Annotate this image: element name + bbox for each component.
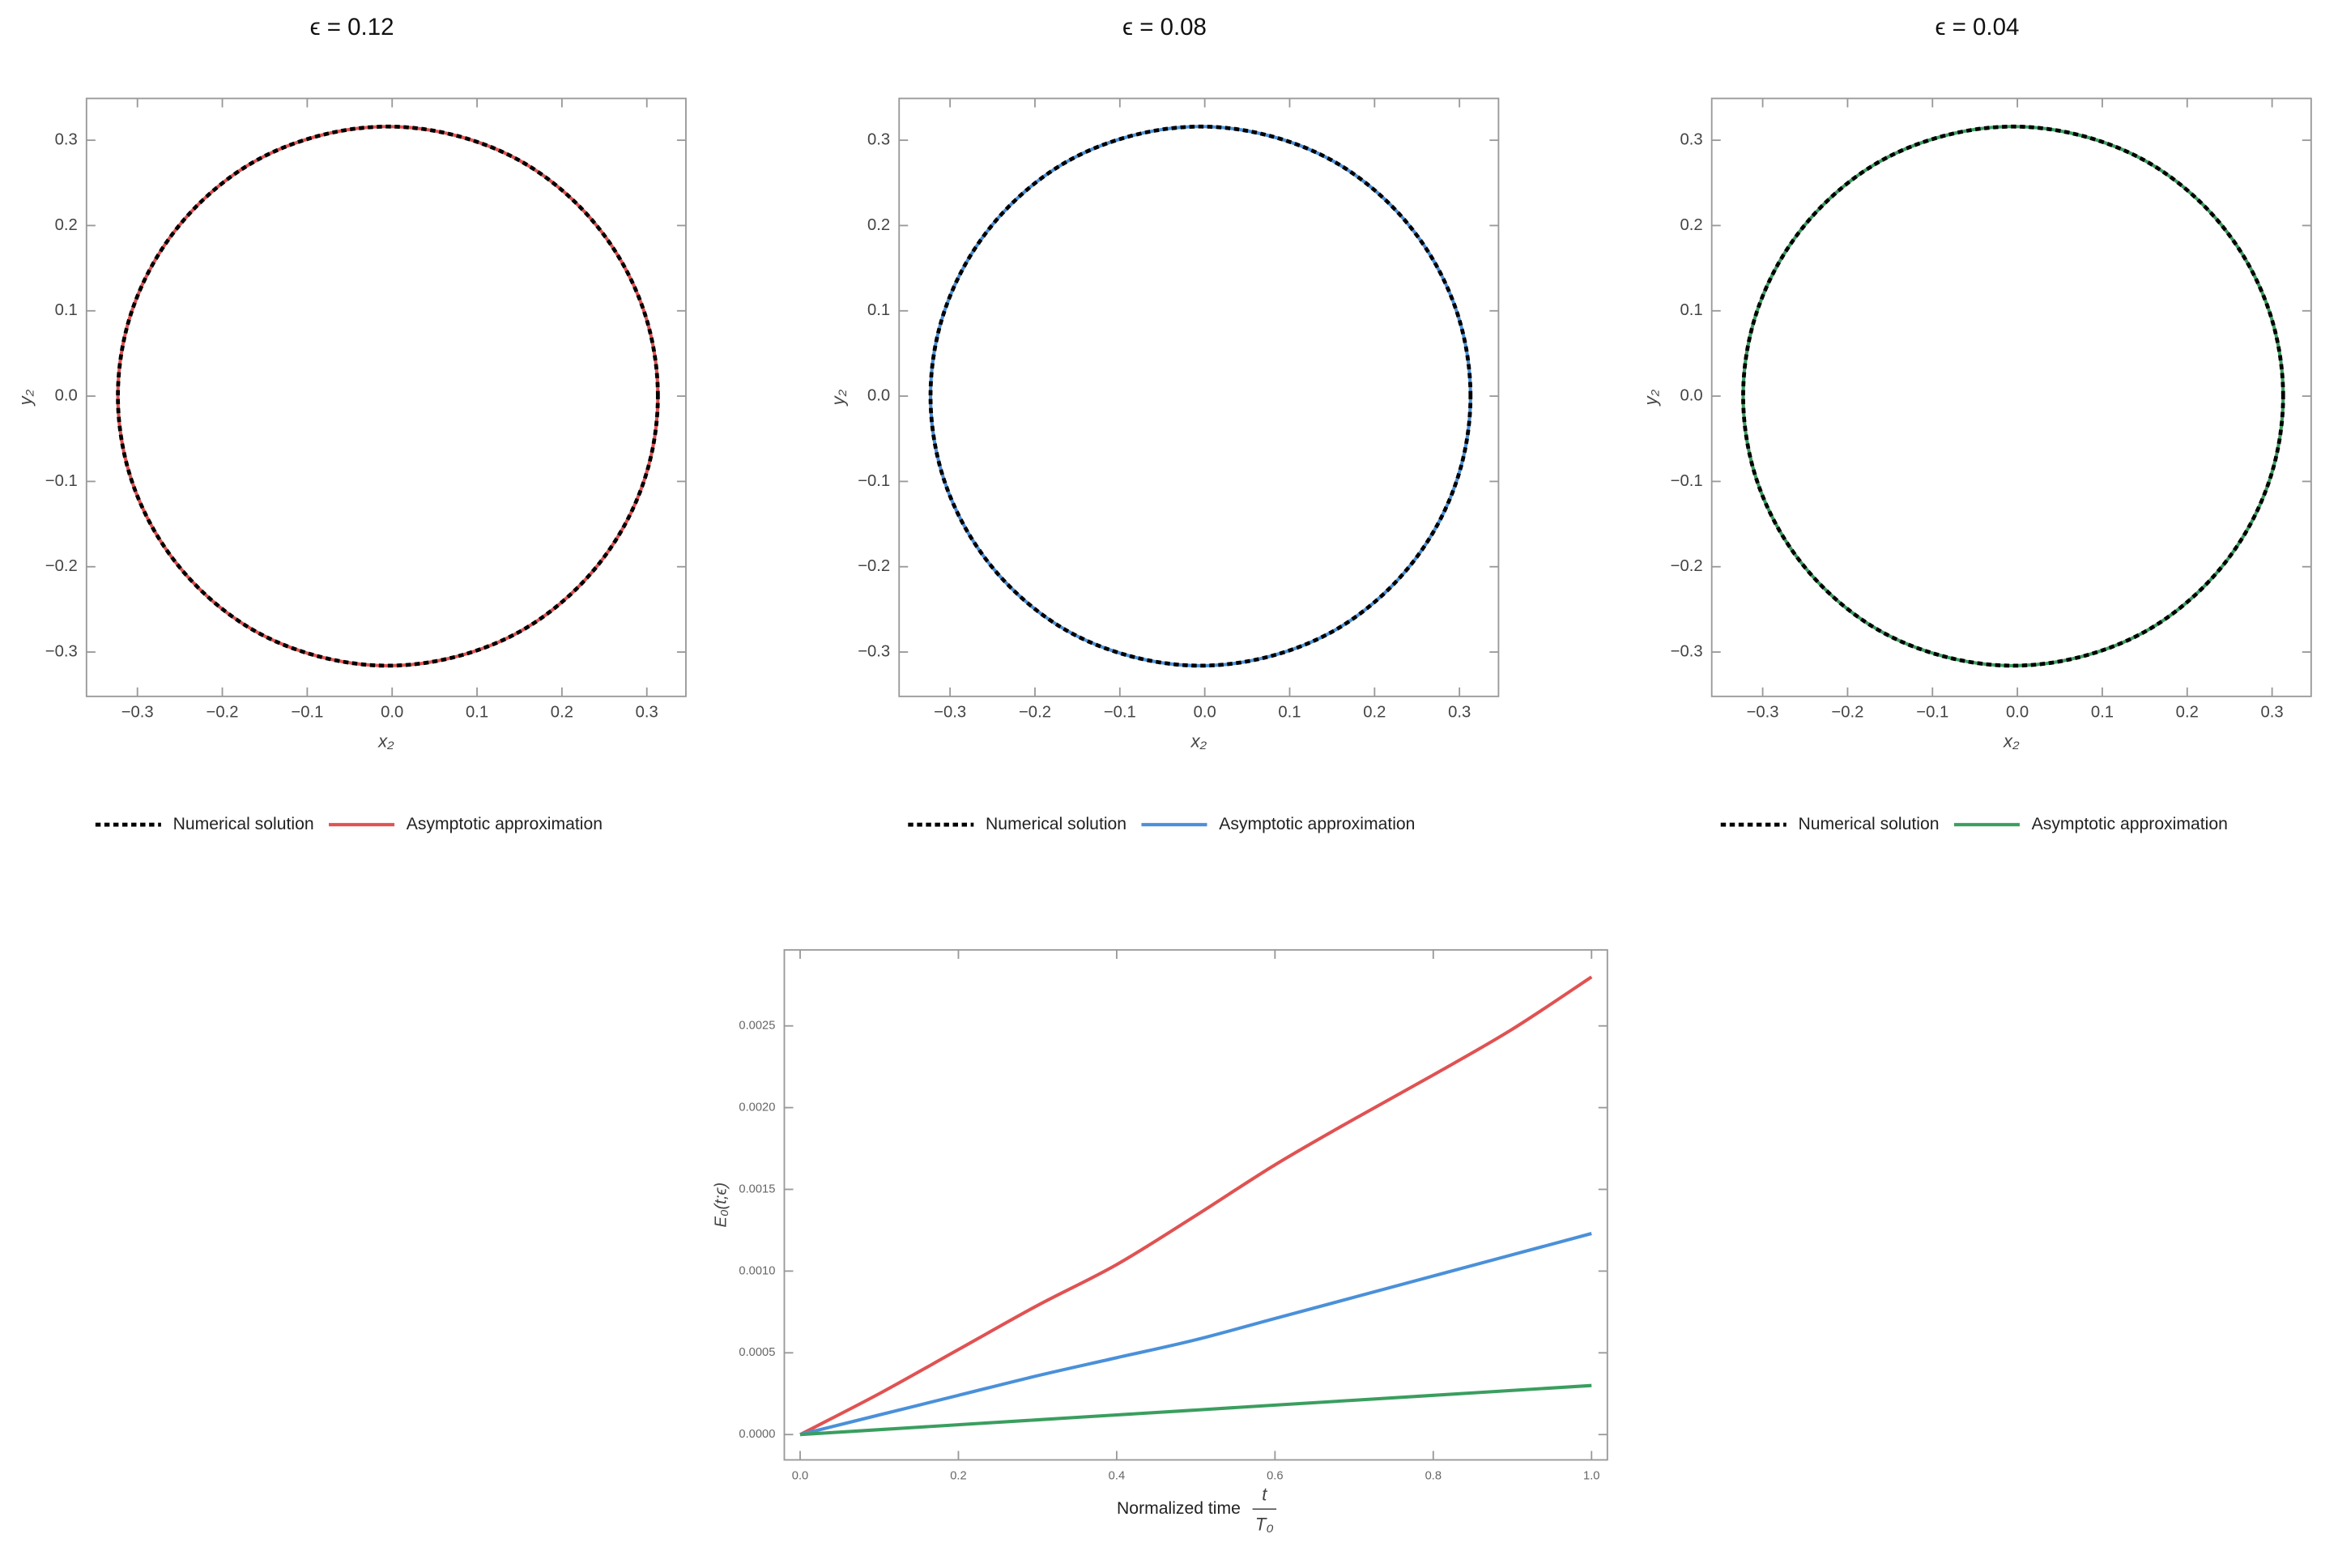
x-tick-label: 0.2 bbox=[1363, 703, 1386, 721]
x-axis-label-numerator: t bbox=[1262, 1485, 1267, 1505]
y-tick-label: −0.2 bbox=[1671, 557, 1703, 575]
x-tick-label: 0.2 bbox=[950, 1470, 966, 1483]
y-tick-label: −0.2 bbox=[45, 557, 78, 575]
series-line bbox=[116, 124, 660, 668]
x-tick-label: 0.3 bbox=[1448, 703, 1471, 721]
legend-label: Numerical solution bbox=[1798, 815, 1939, 833]
y-axis-label: y₂ bbox=[1641, 389, 1661, 407]
series-line bbox=[1741, 125, 2285, 667]
x-tick-label: 0.8 bbox=[1425, 1470, 1442, 1483]
y-tick-label: 0.0 bbox=[55, 386, 78, 404]
legend-label: Numerical solution bbox=[173, 815, 314, 833]
y-axis-label: y₂ bbox=[15, 389, 36, 407]
y-tick-label: 0.3 bbox=[1680, 130, 1702, 148]
chart-title: ϵ = 0.12 bbox=[310, 14, 394, 40]
x-tick-label: 0.0 bbox=[381, 703, 403, 721]
y-axis-label: E₀(t;ϵ) bbox=[712, 1182, 730, 1228]
y-tick-label: 0.3 bbox=[867, 130, 890, 148]
x-tick-label: −0.1 bbox=[1104, 703, 1136, 721]
y-tick-label: 0.2 bbox=[867, 216, 890, 234]
x-axis-label: x₂ bbox=[1190, 731, 1207, 752]
x-tick-label: −0.1 bbox=[291, 703, 323, 721]
y-tick-label: 0.0005 bbox=[739, 1346, 775, 1359]
x-tick-label: 0.0 bbox=[792, 1470, 808, 1483]
y-axis-label: y₂ bbox=[828, 389, 848, 407]
legend-label: Asymptotic approximation bbox=[407, 815, 603, 833]
y-tick-label: 0.0 bbox=[867, 386, 890, 404]
x-tick-label: 0.4 bbox=[1109, 1470, 1125, 1483]
series-line bbox=[1741, 124, 2285, 668]
y-tick-label: 0.0015 bbox=[739, 1182, 775, 1195]
y-tick-label: 0.0 bbox=[1680, 386, 1702, 404]
series-line bbox=[929, 125, 1472, 667]
x-tick-label: −0.2 bbox=[1831, 703, 1863, 721]
plot-frame bbox=[1710, 97, 2312, 697]
y-tick-label: −0.2 bbox=[858, 557, 890, 575]
y-tick-label: 0.1 bbox=[867, 301, 890, 319]
series-line bbox=[928, 124, 1473, 668]
x-tick-label: 0.2 bbox=[2176, 703, 2199, 721]
x-tick-label: −0.3 bbox=[121, 703, 154, 721]
y-tick-label: 0.2 bbox=[1680, 216, 1702, 234]
x-tick-label: 1.0 bbox=[1583, 1470, 1599, 1483]
x-tick-label: −0.3 bbox=[1747, 703, 1779, 721]
chart-title: ϵ = 0.04 bbox=[1935, 14, 2019, 40]
legend-label: Asymptotic approximation bbox=[2032, 815, 2228, 833]
series-line bbox=[799, 975, 1593, 1437]
y-tick-label: −0.3 bbox=[45, 642, 78, 660]
y-tick-label: −0.1 bbox=[45, 472, 78, 490]
x-tick-label: 0.6 bbox=[1267, 1470, 1283, 1483]
y-tick-label: −0.3 bbox=[858, 642, 890, 660]
y-tick-label: −0.1 bbox=[1671, 472, 1703, 490]
plot-frame bbox=[783, 948, 1608, 1461]
y-tick-label: 0.0000 bbox=[739, 1428, 775, 1441]
y-tick-label: −0.3 bbox=[1671, 642, 1703, 660]
y-tick-label: 0.1 bbox=[1680, 301, 1702, 319]
x-tick-label: −0.1 bbox=[1916, 703, 1948, 721]
plot-frame bbox=[898, 97, 1500, 697]
x-axis-label: x₂ bbox=[2003, 731, 2020, 752]
x-tick-label: 0.2 bbox=[551, 703, 573, 721]
legend-label: Asymptotic approximation bbox=[1219, 815, 1415, 833]
x-tick-label: 0.3 bbox=[636, 703, 658, 721]
y-tick-label: 0.2 bbox=[55, 216, 78, 234]
x-tick-label: −0.3 bbox=[934, 703, 966, 721]
y-tick-label: 0.0010 bbox=[739, 1264, 775, 1277]
legend-label: Numerical solution bbox=[986, 815, 1126, 833]
y-tick-label: 0.3 bbox=[55, 130, 78, 148]
x-tick-label: 0.1 bbox=[466, 703, 488, 721]
x-axis-label: x₂ bbox=[377, 731, 394, 752]
series-line bbox=[799, 1232, 1592, 1437]
x-tick-label: −0.2 bbox=[207, 703, 239, 721]
y-tick-label: 0.1 bbox=[55, 301, 78, 319]
x-axis-label-denominator: T₀ bbox=[1255, 1514, 1274, 1534]
x-tick-label: 0.0 bbox=[1194, 703, 1216, 721]
x-tick-label: 0.1 bbox=[2091, 703, 2114, 721]
x-tick-label: 0.1 bbox=[1278, 703, 1301, 721]
x-tick-label: 0.3 bbox=[2261, 703, 2284, 721]
y-tick-label: 0.0025 bbox=[739, 1020, 775, 1033]
x-tick-label: −0.2 bbox=[1019, 703, 1051, 721]
chart-title: ϵ = 0.08 bbox=[1122, 14, 1207, 40]
y-tick-label: −0.1 bbox=[858, 472, 890, 490]
plot-frame bbox=[85, 97, 687, 697]
x-axis-label: Normalized time bbox=[1117, 1499, 1241, 1518]
y-tick-label: 0.0020 bbox=[739, 1101, 775, 1114]
x-tick-label: 0.0 bbox=[2006, 703, 2029, 721]
series-line bbox=[799, 1383, 1592, 1437]
series-line bbox=[116, 125, 660, 667]
